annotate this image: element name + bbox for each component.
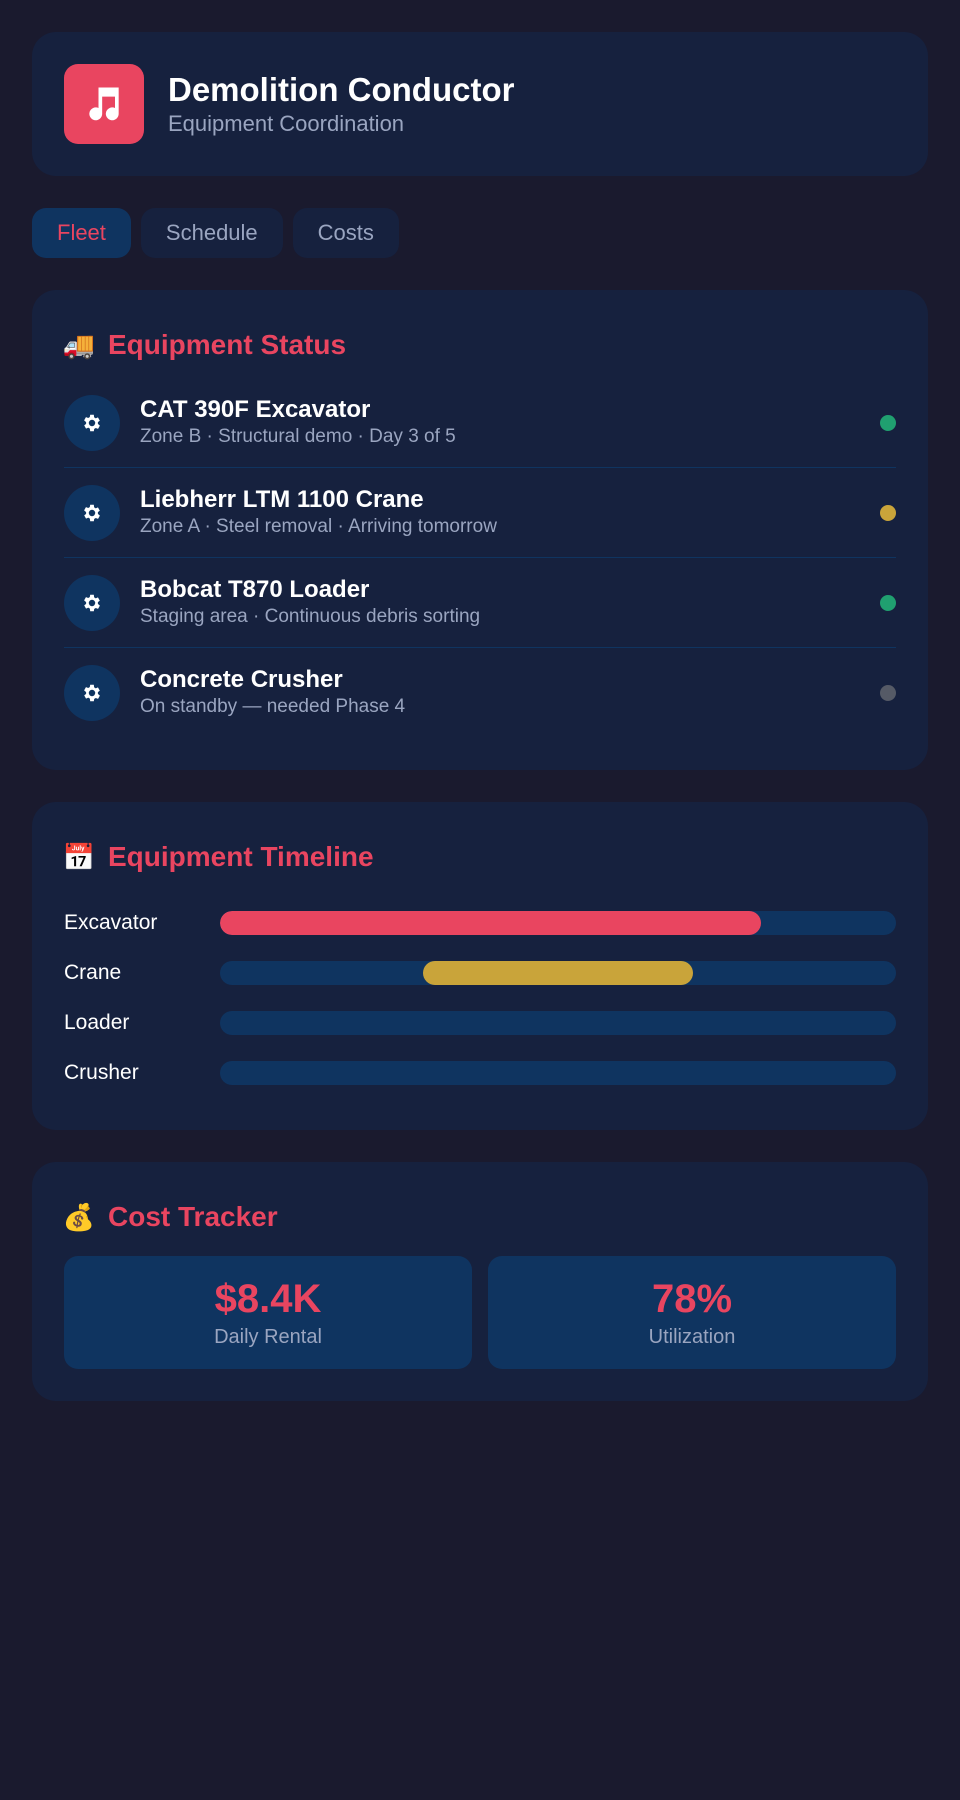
status-indicator — [880, 685, 896, 701]
equipment-row-crane[interactable]: Liebherr LTM 1100 Crane Zone A · Steel r… — [64, 468, 896, 558]
status-indicator — [880, 414, 896, 431]
gear-icon — [64, 484, 120, 541]
equipment-timeline-card: 📅 Equipment Timeline Excavator Crane Loa… — [32, 802, 928, 1130]
app-header: Demolition Conductor Equipment Coordinat… — [32, 32, 928, 176]
timeline-label: Excavator — [64, 911, 158, 934]
tab-bar: Fleet Schedule Costs — [32, 208, 928, 258]
gear-icon — [64, 665, 120, 721]
timeline-label: Crane — [64, 961, 122, 984]
gear-icon — [64, 394, 120, 451]
stat-daily-rental: $8.4K Daily Rental — [64, 1256, 472, 1369]
timeline-bar[interactable] — [422, 961, 694, 985]
timeline-label: Crusher — [64, 1061, 139, 1084]
stat-value: 78% — [651, 1277, 733, 1321]
timeline-row-excavator: Excavator — [64, 898, 896, 948]
timeline-bar[interactable] — [220, 911, 761, 935]
status-indicator — [880, 504, 896, 521]
stat-label: Daily Rental — [214, 1326, 322, 1348]
tab-fleet[interactable]: Fleet — [32, 208, 131, 258]
equipment-row-crusher[interactable]: Concrete Crusher On standby — needed Pha… — [64, 648, 896, 738]
timeline-row-loader: Loader — [64, 998, 896, 1048]
equipment-name: CAT 390F Excavator — [140, 395, 371, 423]
calendar-icon: 📅 — [62, 841, 96, 872]
app-title: Demolition Conductor — [168, 71, 515, 108]
section-header: 💰 Cost Tracker — [62, 1194, 896, 1240]
timeline-track — [220, 911, 896, 935]
equipment-list: CAT 390F Excavator Zone B · Structural d… — [64, 378, 896, 738]
timeline-row-crusher: Crusher — [64, 1048, 896, 1098]
gear-icon — [64, 574, 120, 631]
equipment-detail: Staging area · Continuous debris sorting — [140, 605, 481, 627]
tab-schedule[interactable]: Schedule — [140, 208, 283, 258]
equipment-detail: Zone B · Structural demo · Day 3 of 5 — [140, 425, 456, 447]
timeline: Excavator Crane Loader Crusher — [64, 898, 896, 1098]
section-title: Equipment Timeline — [108, 841, 374, 872]
equipment-name: Liebherr LTM 1100 Crane — [140, 485, 424, 513]
equipment-row-excavator[interactable]: CAT 390F Excavator Zone B · Structural d… — [64, 378, 896, 468]
timeline-row-crane: Crane — [64, 948, 896, 998]
timeline-track — [220, 961, 896, 985]
stats-grid: $8.4K Daily Rental 78% Utilization — [64, 1256, 896, 1369]
stat-utilization: 78% Utilization — [488, 1256, 896, 1369]
page: Demolition Conductor Equipment Coordinat… — [32, 32, 928, 1401]
section-title: Equipment Status — [108, 329, 347, 360]
equipment-name: Bobcat T870 Loader — [140, 575, 370, 603]
section-header: 📅 Equipment Timeline — [62, 834, 896, 880]
timeline-track — [220, 1061, 896, 1085]
tab-costs[interactable]: Costs — [292, 208, 399, 258]
timeline-track — [220, 1011, 896, 1035]
app-subtitle: Equipment Coordination — [168, 111, 405, 136]
timeline-label: Loader — [64, 1011, 130, 1034]
status-indicator — [880, 594, 896, 611]
music-note-icon — [64, 64, 144, 144]
equipment-detail: Zone A · Steel removal · Arriving tomorr… — [140, 515, 497, 537]
section-header: 🚚 Equipment Status — [62, 322, 896, 368]
delivery-truck-icon: 🚚 — [62, 329, 96, 360]
equipment-row-loader[interactable]: Bobcat T870 Loader Staging area · Contin… — [64, 558, 896, 648]
section-title: Cost Tracker — [108, 1201, 278, 1232]
stat-label: Utilization — [648, 1326, 736, 1348]
equipment-detail: On standby — needed Phase 4 — [140, 696, 406, 717]
equipment-name: Concrete Crusher — [140, 666, 343, 693]
equipment-status-card: 🚚 Equipment Status CAT 390F Excavator Zo… — [32, 290, 928, 770]
money-bag-icon: 💰 — [62, 1201, 96, 1232]
stat-value: $8.4K — [214, 1277, 322, 1321]
cost-tracker-card: 💰 Cost Tracker $8.4K Daily Rental 78% Ut… — [32, 1162, 928, 1401]
